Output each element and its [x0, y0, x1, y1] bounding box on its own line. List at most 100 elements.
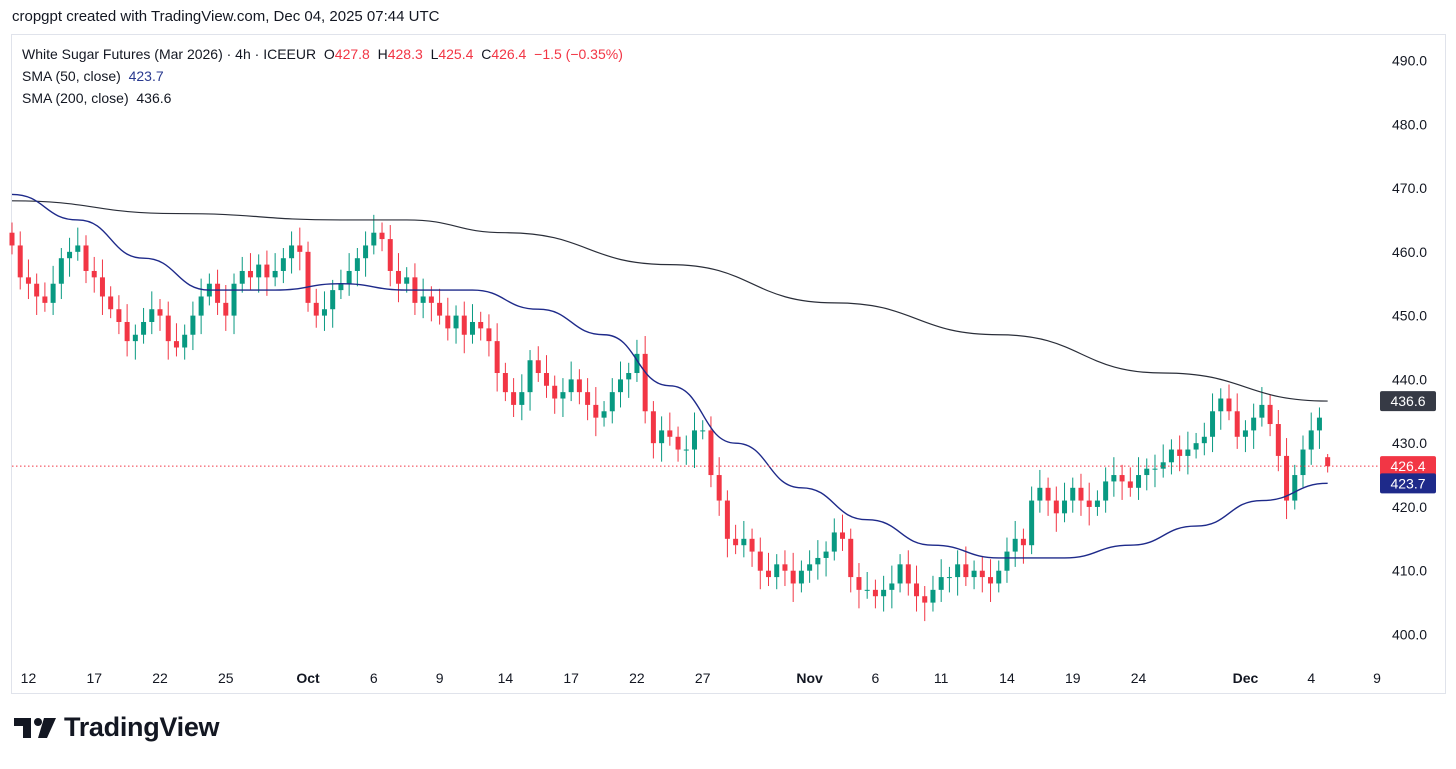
x-tick-label: 14 [498, 670, 514, 686]
candle-body [815, 557, 821, 565]
legend-sma50-row: SMA (50, close) 423.7 [22, 65, 623, 87]
candle-body [576, 379, 582, 393]
sma50-line [11, 193, 1328, 559]
candle-body [568, 379, 574, 393]
candle-body [404, 277, 410, 284]
low-label: L [430, 46, 439, 62]
candle-body [700, 430, 706, 432]
x-tick-label: 25 [218, 670, 234, 686]
candle-body [1210, 411, 1216, 437]
x-tick-label: 6 [872, 670, 880, 686]
x-tick-label: 22 [629, 670, 645, 686]
candle-body [83, 245, 89, 271]
candle-body [25, 277, 31, 284]
candle-body [922, 596, 928, 603]
x-tick-label: 11 [934, 670, 949, 686]
candle-body [560, 392, 566, 399]
candle-body [231, 283, 237, 316]
candle-body [338, 283, 344, 291]
y-tick-label: 420.0 [1392, 499, 1427, 515]
candle-body [42, 296, 48, 303]
candle-body [626, 373, 632, 380]
high-value: 428.3 [387, 46, 423, 62]
candle-body [190, 315, 196, 335]
candle-body [914, 583, 920, 597]
candle-body [798, 570, 804, 584]
candle-body [609, 392, 615, 412]
candle-body [1325, 457, 1331, 467]
candle-body [650, 411, 656, 444]
candle-body [971, 570, 977, 578]
candle-body [519, 392, 525, 405]
last-price-tag-bg [1380, 456, 1436, 477]
candle-body [807, 564, 813, 571]
sma50-value: 423.7 [128, 68, 164, 84]
legend-symbol-row: White Sugar Futures (Mar 2026) · 4h · IC… [22, 43, 623, 65]
candle-body [1267, 404, 1273, 425]
candle-body [1029, 500, 1035, 546]
candle-body [724, 500, 730, 539]
symbol-title[interactable]: White Sugar Futures (Mar 2026) · 4h · IC… [22, 46, 317, 62]
candle-body [963, 564, 969, 578]
candle-body [264, 264, 270, 278]
sma50-label[interactable]: SMA (50, close) [22, 68, 121, 84]
candle-body [247, 270, 253, 278]
candle-body [1226, 398, 1232, 412]
candle-body [527, 360, 533, 393]
x-tick-label: 12 [21, 670, 37, 686]
candle-body [1185, 449, 1191, 456]
candle-body [1144, 468, 1150, 476]
y-tick-label: 430.0 [1392, 435, 1427, 451]
open-value: 427.8 [334, 46, 370, 62]
candle-body [346, 270, 352, 284]
sma50-price-tag-bg [1380, 473, 1436, 494]
candle-body [1300, 449, 1306, 476]
candle-body [116, 309, 122, 322]
candle-body [445, 315, 451, 329]
chart-header: cropgpt created with TradingView.com, De… [12, 8, 440, 25]
candle-body [683, 449, 689, 451]
candle-body [511, 392, 517, 405]
sma200-line [11, 200, 1328, 402]
candle-body [946, 577, 952, 579]
candle-body [256, 264, 262, 278]
candle-body [379, 232, 385, 240]
candle-body [1242, 430, 1248, 437]
candle-body [428, 296, 434, 303]
candle-body [50, 283, 56, 303]
close-label: C [481, 46, 492, 62]
y-tick-label: 410.0 [1392, 563, 1427, 579]
candle-body [692, 430, 697, 450]
candle-body [198, 296, 204, 316]
candle-body [1020, 538, 1026, 546]
x-tick-label: Nov [796, 670, 823, 686]
candle-body [502, 373, 508, 393]
candle-body [453, 315, 459, 329]
candle-body [782, 564, 788, 571]
candle-body [774, 564, 780, 578]
sma50-price-tag: 423.7 [1390, 475, 1425, 491]
candle-body [1160, 462, 1166, 469]
candle-body [1070, 487, 1076, 501]
candle-body [1078, 487, 1084, 501]
candle-body [872, 589, 878, 597]
candle-body [354, 258, 360, 271]
candle-body [173, 341, 179, 348]
candle-body [667, 430, 673, 437]
tradingview-brand[interactable]: TradingView [64, 712, 220, 742]
sma200-value: 436.6 [136, 90, 172, 106]
candle-body [1119, 475, 1125, 482]
candle-body [239, 270, 245, 284]
candle-body [543, 373, 549, 386]
candle-body [280, 258, 286, 271]
candle-body [17, 245, 23, 278]
candle-body [124, 321, 130, 342]
candle-body [1062, 500, 1068, 514]
candle-body [1308, 430, 1314, 450]
sma200-price-tag: 436.6 [1390, 393, 1425, 409]
candle-body [823, 551, 829, 558]
candle-body [91, 270, 97, 278]
candle-body [486, 328, 492, 342]
sma200-label[interactable]: SMA (200, close) [22, 90, 129, 106]
